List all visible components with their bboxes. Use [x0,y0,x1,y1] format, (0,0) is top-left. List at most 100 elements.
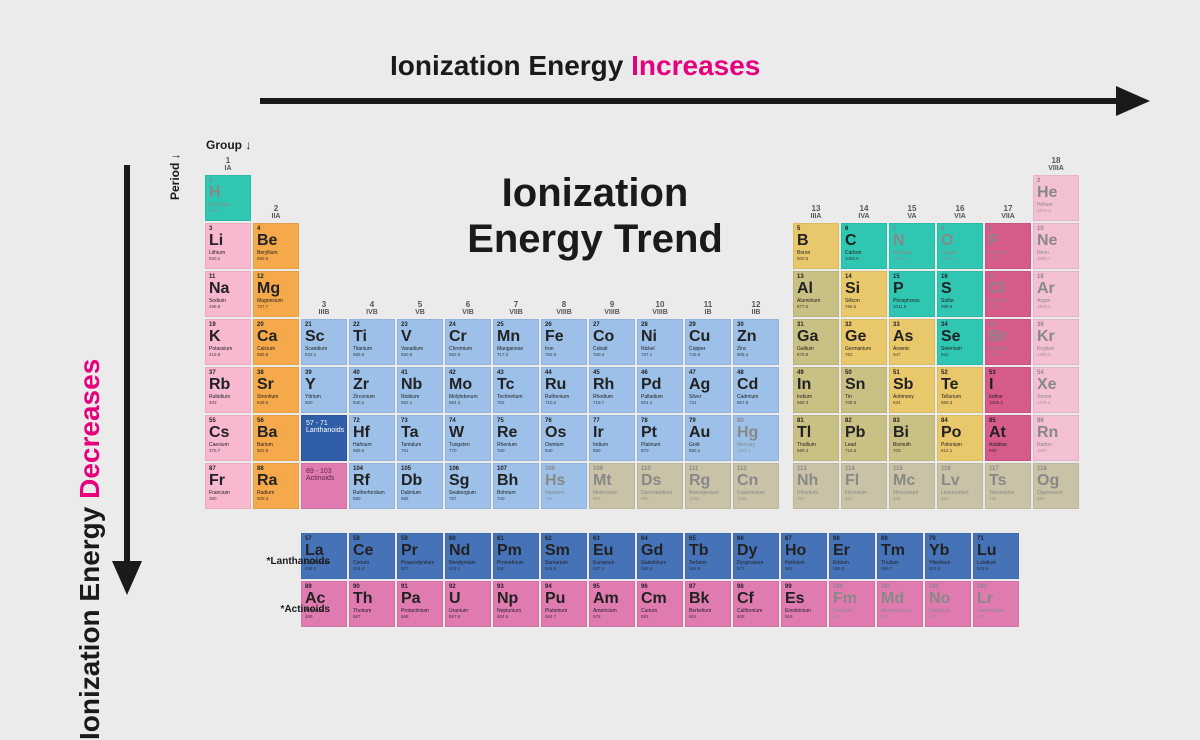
element-Am: 95AmAmericium578 [589,581,635,627]
element-Tc: 43TcTechnetium702 [493,367,539,413]
left-trend-label: Ionization Energy Decreases [74,359,106,740]
element-Rh: 45RhRhodium719.7 [589,367,635,413]
element-Mo: 42MoMolybdenum684.3 [445,367,491,413]
element-Sg: 106SgSeaborgium757 [445,463,491,509]
element-Ca: 20CaCalcium589.8 [253,319,299,365]
element-B: 5BBoron800.6 [793,223,839,269]
top-trend-em: Increases [631,50,760,81]
element-Ir: 77IrIridium880 [589,415,635,461]
element-Te: 52TeTellurium869.3 [937,367,983,413]
element-Eu: 63EuEuropium547.1 [589,533,635,579]
element-Po: 84PoPolonium812.1 [937,415,983,461]
element-Hg: 80HgMercury1007.1 [733,415,779,461]
element-Ta: 73TaTantalum761 [397,415,443,461]
group-header-7: 7VIIB [493,301,539,317]
actinoids-label: *Actinoids [240,604,330,615]
element-Ni: 28NiNickel737.1 [637,319,683,365]
element-Lv: 116LvLivermorium663 [937,463,983,509]
top-trend-label: Ionization Energy Increases [390,50,760,82]
element-Er: 68ErErbium589.3 [829,533,875,579]
element-Kr: 36KrKrypton1350.8 [1033,319,1079,365]
element-Md: 101MdMendelevium635 [877,581,923,627]
element-Pd: 46PdPalladium804.4 [637,367,683,413]
element-Bi: 83BiBismuth703 [889,415,935,461]
element-Ce: 58CeCerium534.4 [349,533,395,579]
element-Be: 4BeBeryllium899.5 [253,223,299,269]
element-Sm: 62SmSamarium544.5 [541,533,587,579]
top-trend-prefix: Ionization Energy [390,50,631,81]
element-Rb: 37RbRubidium403 [205,367,251,413]
element-N: 7NNitrogen1402.3 [889,223,935,269]
element-Ag: 47AgSilver731 [685,367,731,413]
element-Tm: 69TmThulium596.7 [877,533,923,579]
group-header-8: 8VIIIB [541,301,587,317]
element-Np: 93NpNeptunium604.5 [493,581,539,627]
element-Og: 118OgOganesson860 [1033,463,1079,509]
element-Zn: 30ZnZinc906.4 [733,319,779,365]
element-Au: 79AuGold890.1 [685,415,731,461]
element-Fm: 100FmFermium627 [829,581,875,627]
element-Ho: 67HoHolmium581 [781,533,827,579]
element-Nd: 60NdNeodymium533.1 [445,533,491,579]
element-Y: 39YYttrium600 [301,367,347,413]
element-At: 85AtAstatine920 [985,415,1031,461]
element-Rn: 86RnRadon1037 [1033,415,1079,461]
period-axis-label: Period ↓ [168,153,182,200]
element-Sr: 38SrStrontium549.5 [253,367,299,413]
element-Sb: 51SbAntimony834 [889,367,935,413]
group-header-17: 17VIIA [985,205,1031,221]
group-axis-label: Group ↓ [206,138,251,152]
element-Ti: 22TiTitanium658.8 [349,319,395,365]
element-Cr: 24CrChromium652.9 [445,319,491,365]
element-Ar: 18ArArgon1520.6 [1033,271,1079,317]
element-Pa: 91PaProtactinium568 [397,581,443,627]
group-header-2: 2IIA [253,205,299,221]
element-Fl: 114FlFlerovium832 [841,463,887,509]
act-block: 89 - 103Actinoids [301,463,347,509]
group-header-11: 11IB [685,301,731,317]
left-arrow [118,165,136,595]
element-Tb: 65TbTerbium565.8 [685,533,731,579]
group-header-10: 10VIIIB [637,301,683,317]
top-arrow [260,92,1150,110]
element-Sc: 21ScScandium633.1 [301,319,347,365]
element-Hs: 108HsHassium730 [541,463,587,509]
element-Co: 27CoCobalt760.4 [589,319,635,365]
element-Zr: 40ZrZirconium640.1 [349,367,395,413]
element-C: 6CCarbon1086.5 [841,223,887,269]
element-Ba: 56BaBarium502.9 [253,415,299,461]
element-Hf: 72HfHafnium658.5 [349,415,395,461]
element-Pu: 94PuPlutonium584.7 [541,581,587,627]
element-Os: 76OsOsmium840 [541,415,587,461]
element-Mg: 12MgMagnesium737.7 [253,271,299,317]
element-Th: 90ThThorium587 [349,581,395,627]
element-Mt: 109MtMeitnerium800 [589,463,635,509]
element-Cl: 17ClChlorine1251.2 [985,271,1031,317]
element-In: 49InIndium558.3 [793,367,839,413]
group-header-4: 4IVB [349,301,395,317]
element-P: 15PPhosphorus1011.8 [889,271,935,317]
element-Dy: 66DyDysprosium573 [733,533,779,579]
element-Yb: 70YbYtterbium603.4 [925,533,971,579]
element-S: 16SSulfur999.6 [937,271,983,317]
element-Rg: 111RgRoentgenium1020 [685,463,731,509]
element-Db: 105DbDubnium665 [397,463,443,509]
main-title: IonizationEnergy Trend [395,170,795,262]
element-Pr: 59PrPraseodymium527 [397,533,443,579]
element-Re: 75ReRhenium760 [493,415,539,461]
element-Ra: 88RaRadium509.3 [253,463,299,509]
element-Fr: 87FrFrancium380 [205,463,251,509]
element-He: 2HeHelium2372.3 [1033,175,1079,221]
element-Xe: 54XeXenon1170.4 [1033,367,1079,413]
group-header-5: 5VB [397,301,443,317]
element-W: 74WTungsten770 [445,415,491,461]
element-Se: 34SeSelenium941 [937,319,983,365]
element-Cd: 48CdCadmium867.8 [733,367,779,413]
element-Bh: 107BhBohrium740 [493,463,539,509]
element-I: 53IIodine1008.4 [985,367,1031,413]
element-Lu: 71LuLutetium523.5 [973,533,1019,579]
element-Ga: 31GaGallium578.8 [793,319,839,365]
element-Nh: 113NhNihonium707 [793,463,839,509]
element-Mc: 115McMoscovium538 [889,463,935,509]
element-Es: 99EsEinsteinium619 [781,581,827,627]
